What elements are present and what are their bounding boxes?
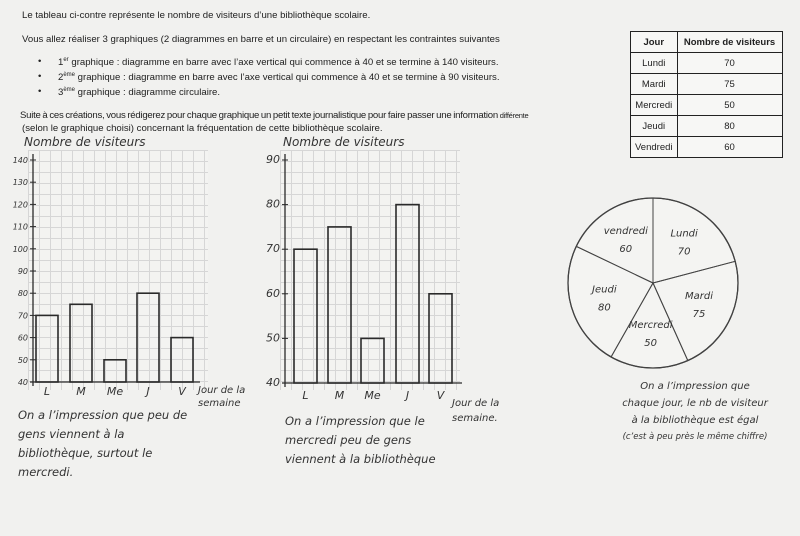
pie-label: Mercredi [629, 320, 673, 331]
chart2-comment: On a l’impression que le mercredi peu de… [285, 414, 436, 466]
task-text-end: différente [499, 111, 529, 120]
pie-slice-vendredi [575, 197, 654, 284]
pie-value-label: 60 [619, 244, 632, 255]
chart2-ylabel: Nombre de visiteurs [283, 135, 405, 149]
bar-M [69, 303, 93, 383]
y-tick-label: 50 [266, 331, 280, 344]
text: graphique : diagramme en barre avec l’ax… [68, 57, 499, 69]
bullet-icon: • [38, 86, 42, 97]
bar-L [293, 248, 318, 384]
instructions-text: Vous allez réaliser 3 graphiques (2 diag… [22, 34, 500, 45]
table-row: Mercredi 50 [630, 94, 783, 116]
x-tick-label: V [437, 389, 446, 402]
pie-label: Mardi [685, 291, 713, 302]
num: 2 [58, 72, 64, 84]
x-tick-label: V [178, 385, 187, 398]
comment-line: à la bibliothèque est égal [631, 415, 759, 426]
task-text: Suite à ces créations, vous rédigerez po… [20, 110, 529, 121]
comment-line: chaque jour, le nb de visiteur [622, 398, 768, 409]
pie-value-label: 75 [693, 309, 706, 320]
chart1-xlabel: Jour de la semaine [198, 385, 246, 409]
bullet-icon: • [38, 56, 42, 67]
y-tick-label: 40 [266, 376, 280, 389]
y-tick-label: 130 [13, 178, 28, 187]
x-tick-label: M [335, 389, 345, 402]
cell-value: 60 [676, 136, 783, 158]
chart2-xlabel: Jour de la semaine. [452, 398, 500, 424]
pie-value-label: 80 [598, 302, 611, 313]
cell-day: Vendredi [630, 136, 678, 158]
y-tick-label: 120 [13, 200, 28, 209]
y-tick-label: 90 [18, 267, 28, 276]
grid-paper-2 [280, 150, 460, 390]
bullet-icon: • [38, 71, 42, 82]
pie-label: Lundi [670, 229, 698, 240]
sup: er [63, 57, 69, 63]
pie-slice-Jeudi [567, 245, 654, 358]
x-tick-label: J [404, 389, 409, 402]
task-text-2: (selon le graphique choisi) concernant l… [22, 123, 383, 134]
pie-slice-Mardi [652, 260, 739, 362]
pie-slice-Mercredi [610, 281, 689, 369]
bar-J [136, 292, 160, 383]
comment-line: (c’est à peu près le même chiffre) [622, 432, 768, 442]
constraint-2: 2ème graphique : diagramme en barre avec… [58, 72, 499, 83]
pie-value-label: 50 [644, 338, 657, 349]
chart1-ylabel: Nombre de visiteurs [24, 135, 146, 149]
pie-slice-Lundi [652, 197, 736, 284]
bar-V [428, 292, 453, 384]
text: graphique : diagramme en barre avec l’ax… [75, 72, 500, 84]
visitors-table: Jour Nombre de visiteurs Lundi 70 Mardi 75… [630, 31, 783, 158]
pie-label: Jeudi [590, 284, 617, 295]
bar-J [395, 203, 420, 384]
x-tick-label: L [44, 385, 50, 398]
x-tick-label: L [302, 389, 308, 402]
y-tick-label: 40 [18, 378, 28, 387]
chart1-comment: On a l’impression que peu de gens vienne… [18, 408, 188, 479]
constraint-3: 3ème graphique : diagramme circulaire. [58, 87, 220, 98]
text: graphique : diagramme circulaire. [75, 87, 221, 99]
num: 1 [58, 57, 64, 69]
y-tick-label: 100 [13, 245, 28, 254]
sup: ème [63, 87, 76, 93]
y-tick-label: 140 [13, 156, 28, 165]
bar-L [35, 314, 59, 383]
bar-Me [360, 337, 385, 384]
y-tick-label: 110 [13, 223, 28, 232]
y-tick-label: 70 [18, 311, 28, 320]
table-row: Lundi 70 [630, 52, 783, 74]
constraint-1: 1er graphique : diagramme en barre avec … [58, 57, 499, 68]
x-tick-label: Me [107, 385, 123, 398]
pie-label: vendredi [604, 226, 648, 237]
num: 3 [58, 87, 64, 99]
task-text-main: Suite à ces créations, vous rédigerez po… [20, 110, 498, 121]
comment-line: On a l’impression que [640, 381, 750, 392]
bar-V [170, 336, 194, 383]
bar-M [327, 226, 352, 384]
pie-value-label: 70 [678, 247, 691, 258]
x-tick-label: Me [364, 389, 380, 402]
table-row: Jeudi 80 [630, 115, 783, 137]
intro-text: Le tableau ci-contre représente le nombr… [22, 10, 371, 21]
y-tick-label: 70 [266, 242, 280, 255]
y-tick-label: 80 [266, 198, 280, 211]
table-row: Vendredi 60 [630, 136, 783, 158]
y-tick-label: 60 [18, 334, 28, 343]
chart3-comment: On a l’impression que chaque jour, le nb… [600, 378, 790, 446]
y-tick-label: 60 [266, 287, 280, 300]
x-tick-label: J [144, 385, 149, 398]
y-tick-label: 80 [18, 289, 28, 298]
x-tick-label: M [76, 385, 86, 398]
y-tick-label: 90 [266, 153, 280, 166]
bar-Me [103, 358, 127, 383]
sup: ème [63, 72, 76, 78]
y-tick-label: 50 [18, 356, 28, 365]
